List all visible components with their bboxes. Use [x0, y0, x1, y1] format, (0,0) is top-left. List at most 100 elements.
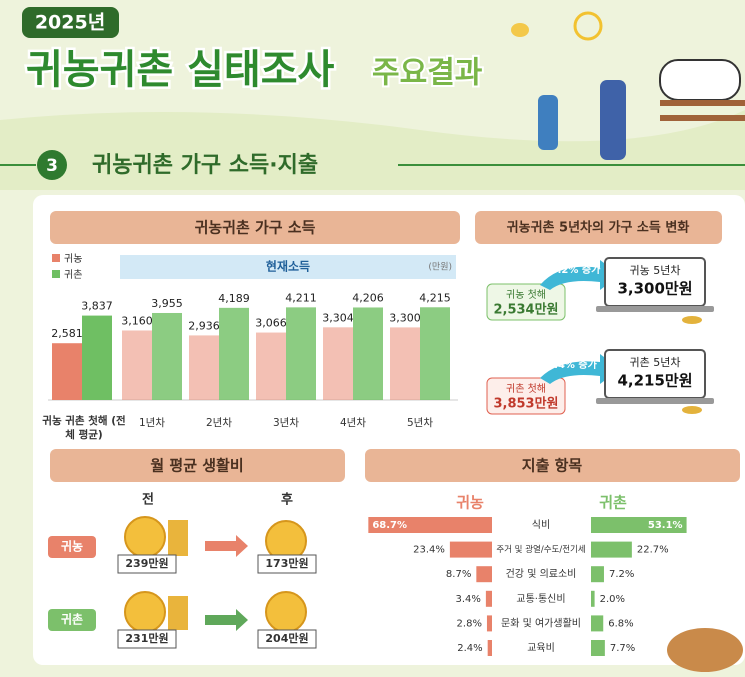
from-value: 2,534만원	[493, 302, 558, 318]
panel-header	[365, 449, 740, 482]
panel-header	[50, 211, 460, 244]
value-label: 3,304	[322, 311, 354, 324]
category-label: 교통·통신비	[516, 593, 565, 605]
arrow	[205, 535, 248, 557]
from-label: 귀촌 첫해	[506, 382, 546, 395]
value-label: 2,581	[51, 327, 83, 340]
x-tick-label: 1년차	[139, 417, 165, 429]
to-label: 귀촌 5년차	[630, 356, 681, 369]
band	[120, 255, 456, 279]
sun	[573, 11, 603, 41]
bar	[256, 332, 286, 400]
value-label: 4,206	[352, 291, 384, 304]
panel-title: 귀농귀촌 가구 소득	[195, 219, 316, 237]
unit: (만원)	[428, 262, 452, 273]
bar	[591, 590, 595, 607]
value-label: 2,936	[188, 319, 220, 332]
value-label: 23.4%	[413, 545, 445, 556]
bar	[189, 335, 219, 400]
value-label: 53.1%	[648, 520, 683, 531]
series-name: 귀농	[456, 494, 484, 512]
legend-swatch	[52, 270, 60, 278]
value-label: 22.7%	[637, 545, 669, 556]
to-label: 귀농 5년차	[630, 264, 681, 277]
before-value: 231만원	[125, 631, 168, 645]
value-label: 3.4%	[455, 594, 480, 605]
coin	[265, 591, 307, 633]
value-label: 68.7%	[372, 520, 407, 531]
bar	[487, 640, 492, 656]
column-label: 후	[281, 492, 293, 508]
bar	[52, 343, 82, 400]
category-label: 식비	[532, 519, 550, 531]
laptop-base	[596, 306, 714, 312]
bar	[476, 566, 492, 583]
x-tick-label: 2년차	[206, 417, 232, 429]
column-label: 전	[142, 492, 154, 508]
value-label: 2.0%	[600, 594, 625, 605]
coin-stack	[168, 596, 188, 630]
cow	[659, 59, 741, 101]
laptop-base	[596, 398, 714, 404]
bar	[82, 315, 112, 400]
bar	[323, 327, 353, 400]
bar	[122, 330, 152, 400]
coin	[124, 591, 166, 633]
bar	[390, 327, 420, 400]
to-value: 4,215만원	[617, 372, 692, 390]
change-label: 30.2% 증가	[544, 263, 601, 276]
panel-header	[475, 211, 722, 244]
series-name: 귀촌	[599, 494, 627, 512]
bar	[368, 517, 492, 533]
panel-title: 월 평균 생활비	[150, 457, 243, 475]
value-label: 7.7%	[610, 643, 635, 654]
value-label: 3,955	[151, 297, 183, 310]
row-badge	[48, 536, 96, 558]
arrow	[540, 354, 620, 384]
bar	[286, 307, 316, 400]
section-title: 귀농귀촌 가구 소득·지출	[92, 153, 318, 178]
value-label: 7.2%	[609, 569, 634, 580]
section-badge	[37, 150, 67, 180]
value-box	[117, 554, 177, 574]
value-label: 2.4%	[457, 643, 482, 654]
from-label: 귀농 첫해	[506, 288, 546, 301]
bar	[219, 307, 249, 400]
value-label: 8.7%	[446, 569, 471, 580]
basket	[667, 628, 743, 672]
x-tick-label: 귀농 귀촌 첫해 (전체 평균)	[42, 415, 126, 441]
value-label: 3,300	[389, 311, 421, 324]
bar	[591, 517, 687, 533]
value-label: 4,189	[218, 292, 250, 305]
bird	[511, 23, 529, 37]
from-value: 3,853만원	[493, 396, 558, 412]
after-value: 173만원	[265, 556, 308, 570]
year-badge	[22, 7, 119, 38]
value-label: 3,837	[81, 300, 113, 313]
sub-title: 주요결과	[372, 56, 483, 91]
bar	[591, 541, 632, 558]
before-value: 239만원	[125, 556, 168, 570]
value-box	[117, 629, 177, 649]
bar	[152, 312, 182, 400]
legend-label: 귀농	[64, 253, 82, 265]
category-label: 문화 및 여가생활비	[501, 616, 581, 629]
year: 2025년	[35, 12, 105, 34]
bar	[353, 307, 383, 400]
x-tick-label: 4년차	[340, 417, 366, 429]
bar	[420, 307, 450, 400]
value-label: 4,215	[419, 291, 451, 304]
value-label: 2.8%	[457, 618, 482, 629]
arrow	[540, 260, 620, 290]
coin	[682, 316, 702, 324]
after-value: 204만원	[265, 631, 308, 645]
panel-title: 귀농귀촌 5년차의 가구 소득 변화	[507, 220, 690, 236]
bar	[449, 541, 492, 558]
bar	[591, 615, 604, 632]
fence	[660, 100, 745, 106]
value-label: 6.8%	[608, 618, 633, 629]
row-badge	[48, 609, 96, 631]
living-cost: 전 후 귀농 239만원 173만원 귀촌 231만원 204만원	[48, 492, 317, 649]
